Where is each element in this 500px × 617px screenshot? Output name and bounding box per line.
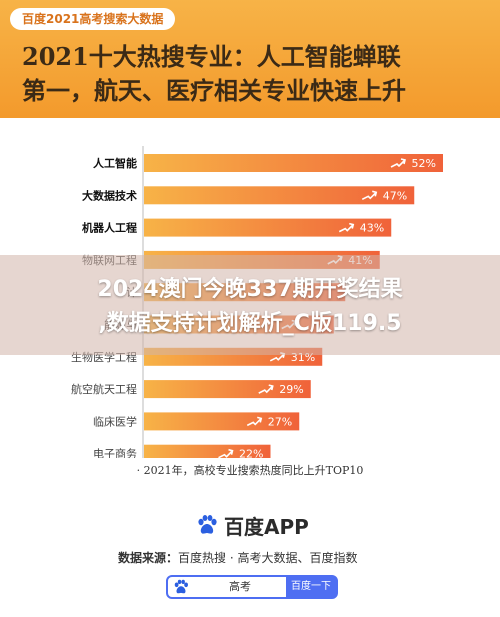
category-label: 临床医学 [93, 414, 137, 428]
search-input[interactable]: 高考 [229, 580, 251, 593]
data-source: 数据来源：百度热搜 · 高考大数据、百度指数 [118, 549, 357, 566]
trend-up-icon [338, 222, 355, 233]
value-label: 52% [412, 157, 436, 170]
category-label: 电子商务 [93, 447, 137, 458]
value-label: 47% [383, 189, 407, 202]
bar [144, 186, 415, 205]
trend-up-icon [390, 158, 406, 168]
bar [144, 154, 443, 172]
bar [144, 412, 300, 431]
headline-line2: 第一，航天、医疗相关专业快速上升 [22, 76, 406, 105]
category-label: 航空航天工程 [71, 382, 137, 396]
baidu-paw-icon [198, 515, 217, 534]
trend-up-icon [218, 448, 234, 458]
trend-up-icon [246, 416, 263, 427]
watermark-line2: ,数据支持计划解析_C版119.5 [98, 311, 402, 336]
source-value: 百度热搜 · 高考大数据、百度指数 [178, 551, 358, 565]
chart-caption: · 2021年，高校专业搜索热度同比上升TOP10 [136, 464, 364, 477]
trend-up-icon [361, 190, 378, 201]
search-button[interactable]: 百度一下 [286, 577, 336, 597]
value-label: 29% [279, 383, 303, 396]
category-label: 机器人工程 [82, 221, 137, 235]
trend-up-icon [258, 384, 274, 394]
headline-line1: 2021十大热搜专业：人工智能蝉联 [22, 42, 401, 71]
header-banner: 百度2021高考搜索大数据 2021十大热搜专业：人工智能蝉联 第一，航天、医疗… [0, 0, 500, 118]
value-label: 27% [268, 415, 292, 428]
logo-text: 百度APP [224, 514, 309, 539]
watermark-line1: 2024澳门今晚337期开奖结果 [97, 277, 403, 302]
category-label: 人工智能 [93, 156, 137, 170]
source-label: 数据来源： [118, 551, 179, 565]
baidu-paw-icon [174, 579, 188, 594]
watermark-overlay: 2024澳门今晚337期开奖结果 ,数据支持计划解析_C版119.5 [0, 255, 500, 355]
bar [144, 444, 271, 458]
header-tag: 百度2021高考搜索大数据 [10, 8, 176, 30]
value-label: 22% [239, 448, 263, 458]
app-logo: 百度APP [196, 512, 309, 539]
category-label: 大数据技术 [82, 188, 137, 202]
bar [144, 218, 392, 237]
search-box[interactable]: 高考 百度一下 [166, 575, 338, 599]
value-label: 43% [360, 222, 384, 235]
